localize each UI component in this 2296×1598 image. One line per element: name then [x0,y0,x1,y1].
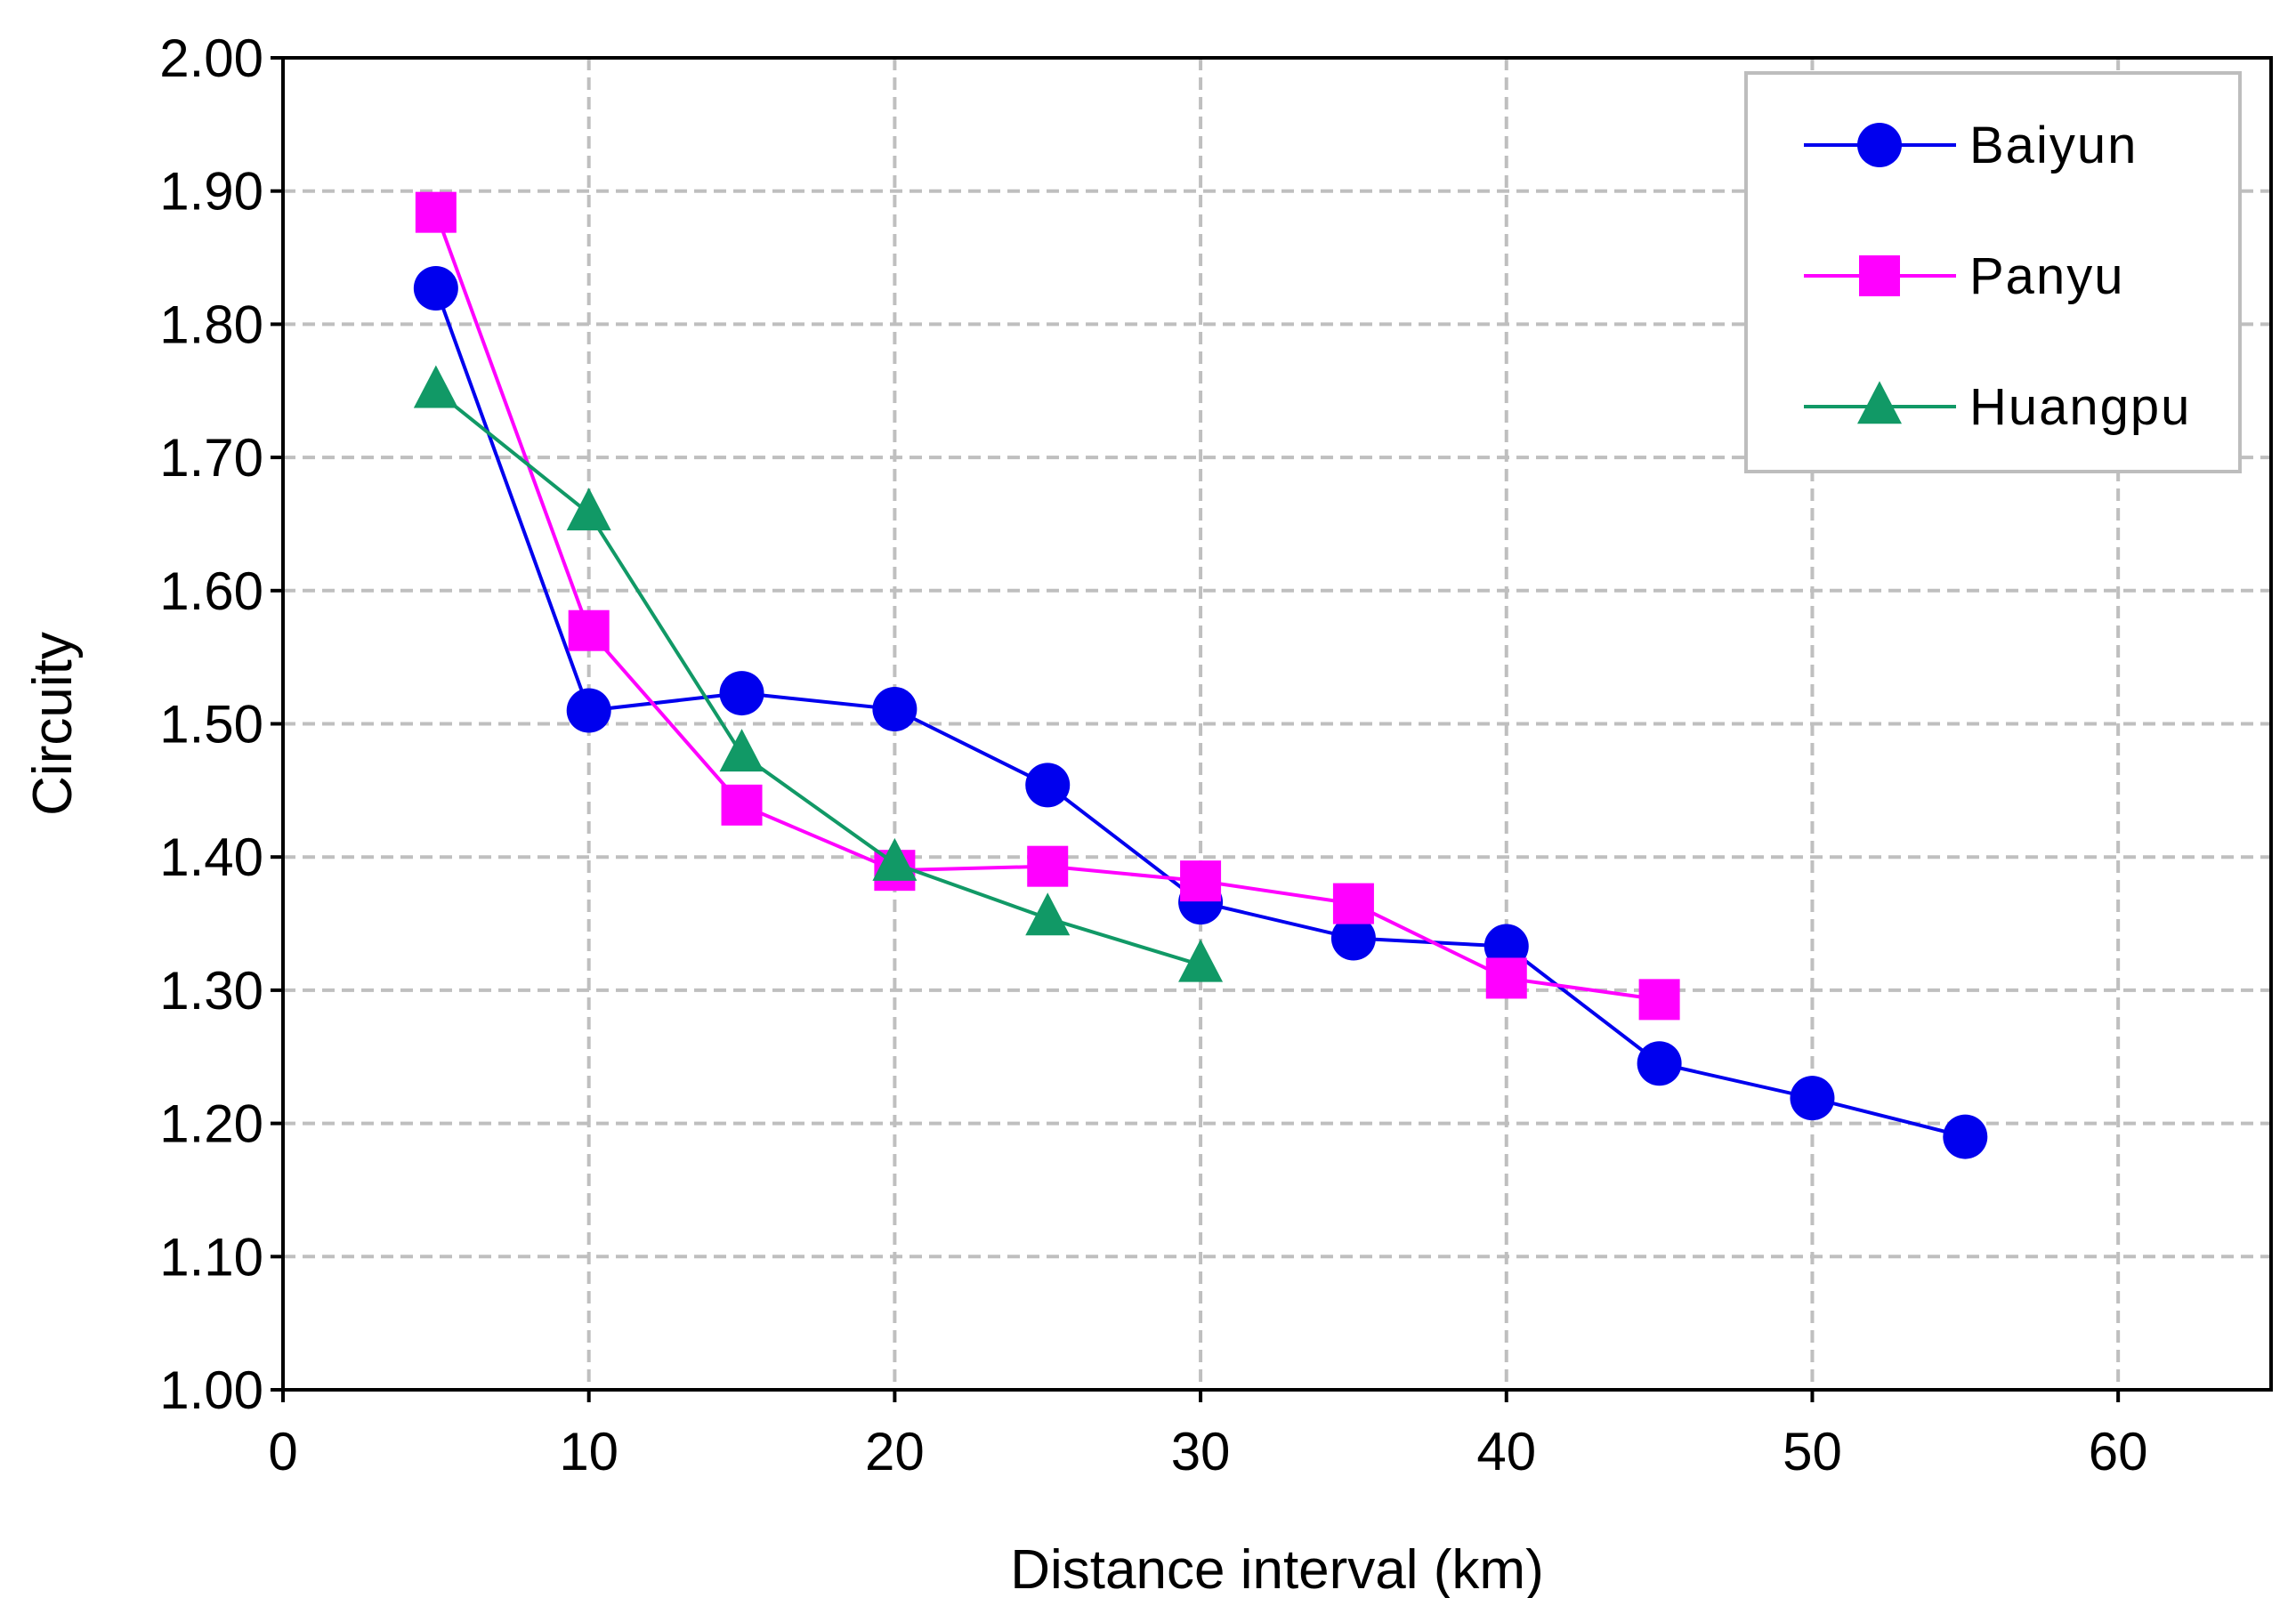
series-huangpu [413,365,1224,982]
data-point-panyu [721,784,763,826]
data-point-baiyun [872,687,918,732]
data-point-huangpu [566,488,611,531]
y-tick-label: 1.80 [159,295,263,354]
data-point-baiyun [1790,1076,1835,1121]
x-tick-label: 10 [559,1422,618,1481]
legend-item-huangpu: Huangpu [1804,378,2191,436]
data-point-panyu [1638,979,1680,1021]
data-point-huangpu [413,365,458,408]
y-tick-label: 1.90 [159,162,263,222]
data-point-baiyun [1330,916,1376,961]
legend-item-baiyun: Baiyun [1804,117,2138,174]
y-tick-label: 1.40 [159,827,263,887]
legend-label-panyu: Panyu [1969,247,2124,305]
y-axis-title: Circuity [22,632,84,816]
data-point-huangpu [1178,939,1224,982]
series-layer [413,191,1988,1159]
data-point-baiyun [1484,924,1529,969]
data-point-panyu [1180,860,1222,902]
data-point-panyu [1485,957,1527,999]
data-point-baiyun [719,671,764,716]
y-tick-label: 1.70 [159,428,263,488]
data-point-panyu [568,609,610,651]
legend-marker-baiyun [1857,123,1902,167]
data-point-panyu [415,191,457,233]
y-tick-label: 1.60 [159,561,263,621]
data-point-baiyun [1637,1041,1682,1086]
legend-label-huangpu: Huangpu [1969,378,2191,436]
data-point-huangpu [872,837,918,881]
data-point-huangpu [719,729,764,772]
data-point-baiyun [566,688,611,733]
x-axis-ticks: 0 10 20 30 40 50 60 [268,1390,2148,1481]
x-tick-label: 60 [2089,1422,2148,1481]
y-tick-label: 1.10 [159,1227,263,1287]
x-tick-label: 50 [1783,1422,1842,1481]
data-point-baiyun [1943,1114,1988,1159]
y-tick-label: 2.00 [159,28,263,88]
data-point-baiyun [1025,763,1071,808]
data-point-baiyun [413,265,458,311]
y-axis-ticks: 1.00 1.10 1.20 1.30 1.40 1.50 1.60 1.70 1.80 1.90… [159,28,283,1420]
legend-item-panyu: Panyu [1804,247,2124,305]
legend-marker-panyu [1859,255,1900,296]
legend: Baiyun Panyu Huangpu [1744,71,2242,473]
x-tick-label: 30 [1171,1422,1231,1481]
x-tick-label: 40 [1476,1422,1536,1481]
y-tick-label: 1.30 [159,961,263,1021]
data-point-panyu [1027,845,1069,887]
y-tick-label: 1.20 [159,1094,263,1154]
x-axis-title: Distance interval (km) [1010,1539,1543,1598]
y-tick-label: 1.00 [159,1360,263,1420]
x-tick-label: 20 [865,1422,925,1481]
series-line-huangpu [434,389,1201,967]
series-panyu [415,191,1680,1021]
series-baiyun [413,265,1988,1159]
legend-label-baiyun: Baiyun [1969,117,2138,174]
x-tick-label: 0 [268,1422,297,1481]
legend-items: Baiyun Panyu Huangpu [1804,117,2191,436]
y-tick-label: 1.50 [159,695,263,755]
data-point-huangpu [1025,892,1071,936]
data-point-panyu [1332,883,1374,924]
legend-marker-huangpu [1857,381,1902,424]
